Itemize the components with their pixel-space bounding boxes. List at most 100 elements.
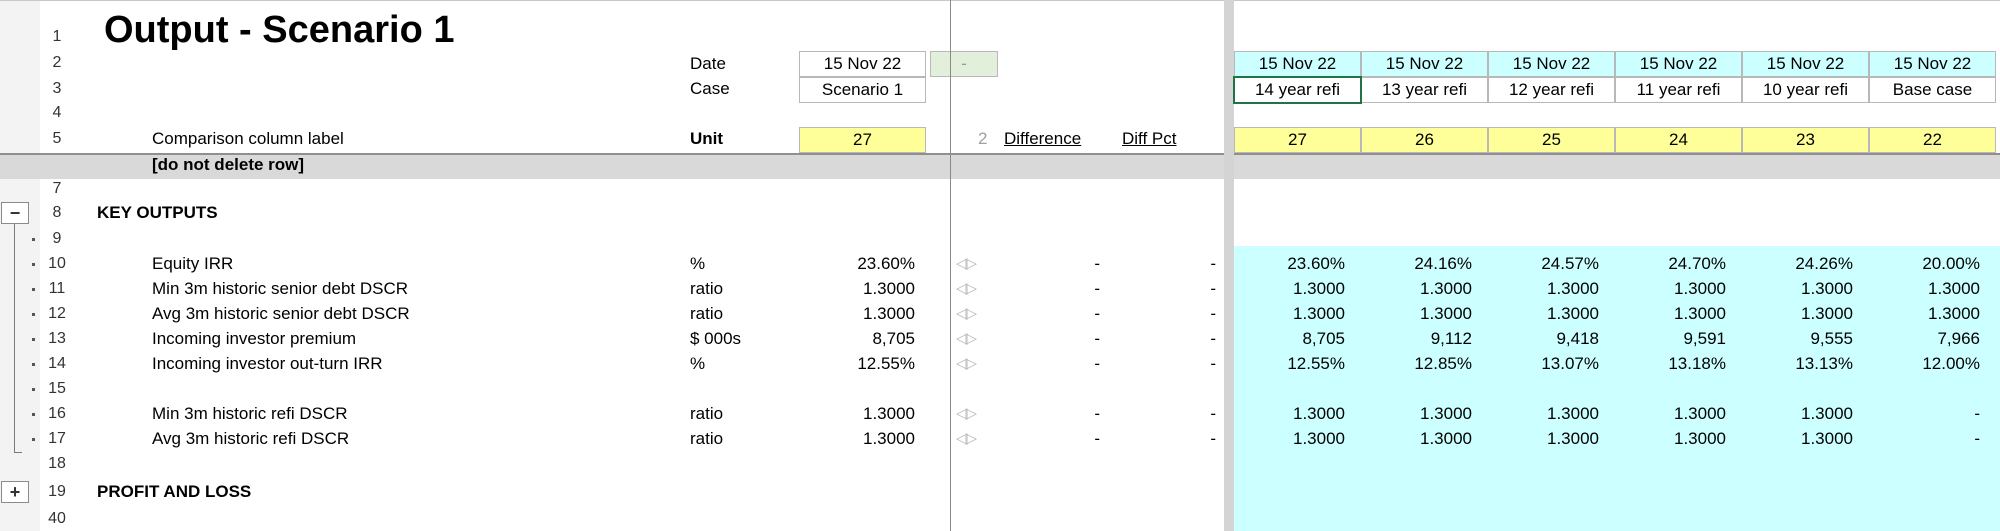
scenario-value-cell[interactable]: -: [1974, 404, 1980, 423]
scenario-value-cell[interactable]: 13.07%: [1541, 354, 1599, 373]
scenario-value-cell[interactable]: 1.3000: [1547, 429, 1599, 448]
navigate-arrows-icon[interactable]: ◁▷: [956, 355, 977, 372]
row-number[interactable]: 2: [52, 54, 62, 71]
do-not-delete-band: [0, 153, 2000, 179]
scenario-value-cell[interactable]: 1.3000: [1293, 404, 1345, 423]
scenario-label-cell[interactable]: 27: [1234, 127, 1361, 153]
navigate-arrows-icon[interactable]: ◁▷: [956, 405, 977, 422]
scenario-value-cell[interactable]: 1.3000: [1928, 279, 1980, 298]
scenario-label-cell[interactable]: 26: [1361, 127, 1488, 153]
section-key-outputs: KEY OUTPUTS: [97, 203, 218, 222]
row-number[interactable]: 13: [48, 330, 66, 347]
scenario-date-cell[interactable]: 15 Nov 22: [1869, 51, 1996, 77]
scenario-value-cell[interactable]: 24.26%: [1795, 254, 1853, 273]
row-number[interactable]: 18: [48, 455, 66, 472]
navigate-arrows-icon[interactable]: ◁▷: [956, 280, 977, 297]
row-number[interactable]: 19: [48, 483, 66, 500]
row-value[interactable]: 1.3000: [863, 404, 915, 423]
row-number[interactable]: 12: [48, 305, 66, 322]
scenario-date-cell[interactable]: 15 Nov 22: [1742, 51, 1869, 77]
row-value[interactable]: 1.3000: [863, 304, 915, 323]
scenario-value-cell[interactable]: 13.18%: [1668, 354, 1726, 373]
scenario-value-cell[interactable]: 9,555: [1810, 329, 1853, 348]
scenario-value-cell[interactable]: 23.60%: [1287, 254, 1345, 273]
navigate-arrows-icon[interactable]: ◁▷: [956, 330, 977, 347]
scenario-case-cell[interactable]: 10 year refi: [1742, 77, 1869, 103]
row-number[interactable]: 10: [48, 255, 66, 272]
scenario-date-cell[interactable]: 15 Nov 22: [1615, 51, 1742, 77]
scenario-value-cell[interactable]: 20.00%: [1922, 254, 1980, 273]
scenario-value-cell[interactable]: 1.3000: [1420, 304, 1472, 323]
scenario-value-cell[interactable]: 1.3000: [1674, 279, 1726, 298]
scenario-label-cell[interactable]: 24: [1615, 127, 1742, 153]
row-number[interactable]: 4: [52, 104, 62, 121]
scenario-value-cell[interactable]: 8,705: [1302, 329, 1345, 348]
row-number[interactable]: 8: [52, 204, 62, 221]
scenario-value-cell[interactable]: 1.3000: [1928, 304, 1980, 323]
scenario-value-cell[interactable]: 1.3000: [1801, 429, 1853, 448]
row-number[interactable]: 3: [52, 80, 62, 97]
scenario-value-cell[interactable]: 24.16%: [1414, 254, 1472, 273]
row-number[interactable]: 9: [52, 230, 62, 247]
scenario-value-cell[interactable]: 1.3000: [1547, 404, 1599, 423]
row-value[interactable]: 1.3000: [863, 279, 915, 298]
row-number[interactable]: 40: [48, 510, 66, 527]
scenario-value-cell[interactable]: 9,418: [1556, 329, 1599, 348]
navigate-arrows-icon[interactable]: ◁▷: [956, 305, 977, 322]
case-value-cell[interactable]: Scenario 1: [799, 77, 926, 103]
row-number[interactable]: 11: [48, 280, 66, 297]
scenario-case-cell[interactable]: 11 year refi: [1615, 77, 1742, 103]
scenario-case-cell[interactable]: 12 year refi: [1488, 77, 1615, 103]
scenario-value-cell[interactable]: 1.3000: [1293, 429, 1345, 448]
scenario-value-cell[interactable]: 1.3000: [1420, 404, 1472, 423]
scenario-value-cell[interactable]: -: [1974, 429, 1980, 448]
collapse-group-button[interactable]: −: [1, 202, 29, 224]
scenario-value-cell[interactable]: 1.3000: [1293, 279, 1345, 298]
scenario-value-cell[interactable]: 1.3000: [1547, 279, 1599, 298]
scenario-value-cell[interactable]: 1.3000: [1547, 304, 1599, 323]
scenario-value-cell[interactable]: 7,966: [1937, 329, 1980, 348]
scenario-value-cell[interactable]: 1.3000: [1674, 404, 1726, 423]
scenario-value-cell[interactable]: 1.3000: [1293, 304, 1345, 323]
scenario-value-cell[interactable]: 1.3000: [1801, 279, 1853, 298]
row-number[interactable]: 5: [52, 130, 62, 147]
scenario-value-cell[interactable]: 1.3000: [1674, 304, 1726, 323]
row-value[interactable]: 12.55%: [857, 354, 915, 373]
row-value[interactable]: 1.3000: [863, 429, 915, 448]
scenario-label-cell[interactable]: 22: [1869, 127, 1996, 153]
scenario-value-cell[interactable]: 1.3000: [1801, 404, 1853, 423]
navigate-arrows-icon[interactable]: ◁▷: [956, 430, 977, 447]
scenario-date-cell[interactable]: 15 Nov 22: [1361, 51, 1488, 77]
scenario-label-cell[interactable]: 23: [1742, 127, 1869, 153]
comparison-value-cell[interactable]: 27: [799, 127, 926, 153]
scenario-value-cell[interactable]: 9,112: [1430, 329, 1472, 348]
scenario-date-cell[interactable]: 15 Nov 22: [1488, 51, 1615, 77]
scenario-value-cell[interactable]: 9,591: [1683, 329, 1726, 348]
scenario-value-cell[interactable]: 1.3000: [1674, 429, 1726, 448]
scenario-value-cell[interactable]: 12.85%: [1414, 354, 1472, 373]
row-number[interactable]: 16: [48, 405, 66, 422]
row-number[interactable]: 1: [52, 28, 62, 45]
scenario-value-cell[interactable]: 1.3000: [1801, 304, 1853, 323]
date-flag-cell[interactable]: -: [930, 51, 998, 77]
expand-group-button[interactable]: +: [1, 481, 29, 503]
navigate-arrows-icon[interactable]: ◁▷: [956, 255, 977, 272]
row-value[interactable]: 23.60%: [857, 254, 915, 273]
date-value-cell[interactable]: 15 Nov 22: [799, 51, 926, 77]
scenario-value-cell[interactable]: 12.00%: [1922, 354, 1980, 373]
scenario-value-cell[interactable]: 1.3000: [1420, 429, 1472, 448]
row-value[interactable]: 8,705: [872, 329, 915, 348]
scenario-date-cell[interactable]: 15 Nov 22: [1234, 51, 1361, 77]
scenario-value-cell[interactable]: 1.3000: [1420, 279, 1472, 298]
row-number[interactable]: 7: [52, 180, 62, 197]
scenario-value-cell[interactable]: 24.70%: [1668, 254, 1726, 273]
scenario-label-cell[interactable]: 25: [1488, 127, 1615, 153]
row-number[interactable]: 15: [48, 380, 66, 397]
scenario-case-cell[interactable]: Base case: [1869, 77, 1996, 103]
scenario-value-cell[interactable]: 13.13%: [1795, 354, 1853, 373]
row-number[interactable]: 14: [48, 355, 66, 372]
scenario-value-cell[interactable]: 24.57%: [1541, 254, 1599, 273]
scenario-case-cell[interactable]: 13 year refi: [1361, 77, 1488, 103]
row-number[interactable]: 17: [48, 430, 66, 447]
scenario-value-cell[interactable]: 12.55%: [1287, 354, 1345, 373]
